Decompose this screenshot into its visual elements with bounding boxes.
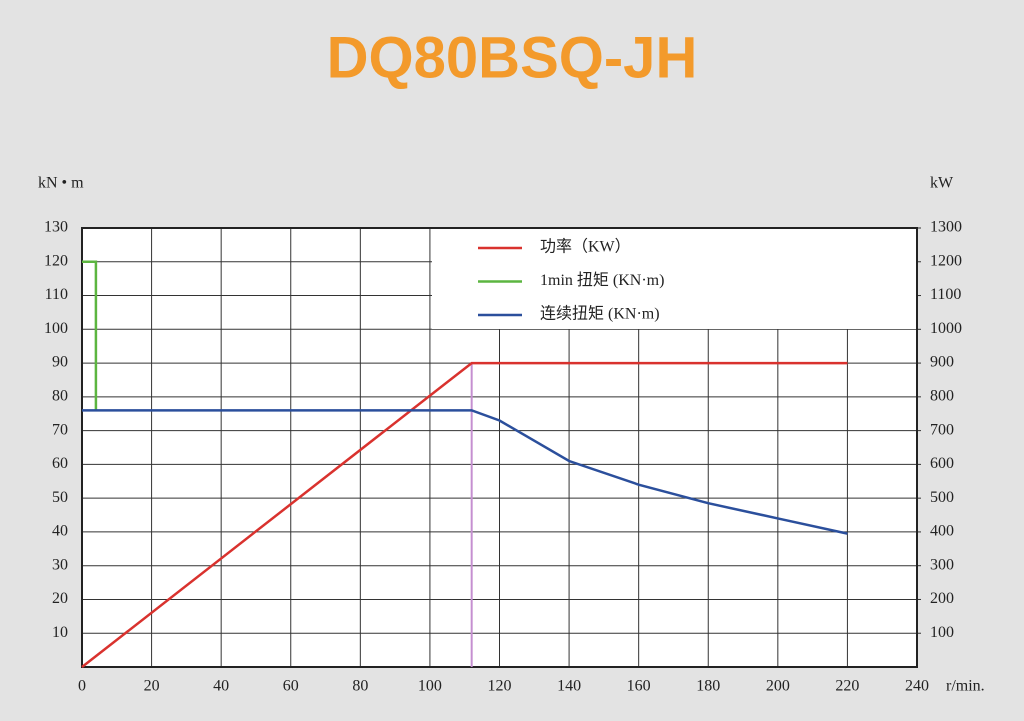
x-tick-label: 0 [78, 678, 86, 695]
series-line [82, 260, 98, 411]
x-axis-label: r/min. [946, 678, 985, 695]
y-tick-label: 110 [45, 286, 68, 303]
x-tick-label: 20 [144, 678, 160, 695]
x-tick-label: 100 [418, 678, 442, 695]
y2-tick-label: 200 [930, 590, 954, 607]
legend-label: 连续扭矩 (KN·m) [540, 305, 660, 323]
y2-tick-label: 800 [930, 388, 954, 405]
plot-frame [81, 227, 918, 668]
y-tick-label: 100 [44, 320, 68, 337]
x-tick-label: 60 [283, 678, 299, 695]
y2-tick-label: 1300 [930, 219, 962, 236]
y-axis-label: kN • m [38, 175, 84, 192]
x-tick-label: 120 [488, 678, 512, 695]
y2-tick-label: 600 [930, 455, 954, 472]
y-tick-label: 120 [44, 252, 68, 269]
y2-tick-label: 900 [930, 354, 954, 371]
legend-label: 1min 扭矩 (KN·m) [540, 271, 664, 289]
x-tick-label: 240 [905, 678, 929, 695]
y2-tick-label: 700 [930, 421, 954, 438]
x-tick-label: 140 [557, 678, 581, 695]
y2-tick-label: 1100 [930, 286, 961, 303]
y-tick-label: 40 [52, 523, 68, 540]
y2-tick-label: 400 [930, 523, 954, 540]
chart-title: DQ80BSQ-JH [327, 25, 698, 90]
x-tick-label: 40 [213, 678, 229, 695]
y2-tick-label: 500 [930, 489, 954, 506]
y2-tick-label: 1000 [930, 320, 962, 337]
y-tick-label: 130 [44, 219, 68, 236]
legend-label: 功率（KW） [540, 238, 631, 256]
y-tick-label: 20 [52, 590, 68, 607]
y-tick-label: 50 [52, 489, 68, 506]
x-tick-label: 180 [696, 678, 720, 695]
x-tick-label: 80 [352, 678, 368, 695]
series-line [82, 409, 848, 535]
y-tick-label: 10 [52, 624, 68, 641]
y-tick-label: 80 [52, 388, 68, 405]
x-tick-label: 160 [627, 678, 651, 695]
legend-box [432, 229, 916, 329]
y-tick-label: 30 [52, 556, 68, 573]
y2-axis-label: kW [930, 175, 954, 192]
y2-tick-label: 1200 [930, 252, 962, 269]
x-tick-label: 220 [835, 678, 859, 695]
y2-tick-label: 100 [930, 624, 954, 641]
x-tick-label: 200 [766, 678, 790, 695]
y-tick-label: 90 [52, 354, 68, 371]
y-tick-label: 70 [52, 421, 68, 438]
series-line [81, 361, 848, 668]
y2-tick-label: 300 [930, 556, 954, 573]
y-tick-label: 60 [52, 455, 68, 472]
